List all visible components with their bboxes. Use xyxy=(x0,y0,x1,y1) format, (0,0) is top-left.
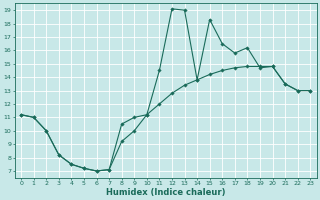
X-axis label: Humidex (Indice chaleur): Humidex (Indice chaleur) xyxy=(106,188,225,197)
